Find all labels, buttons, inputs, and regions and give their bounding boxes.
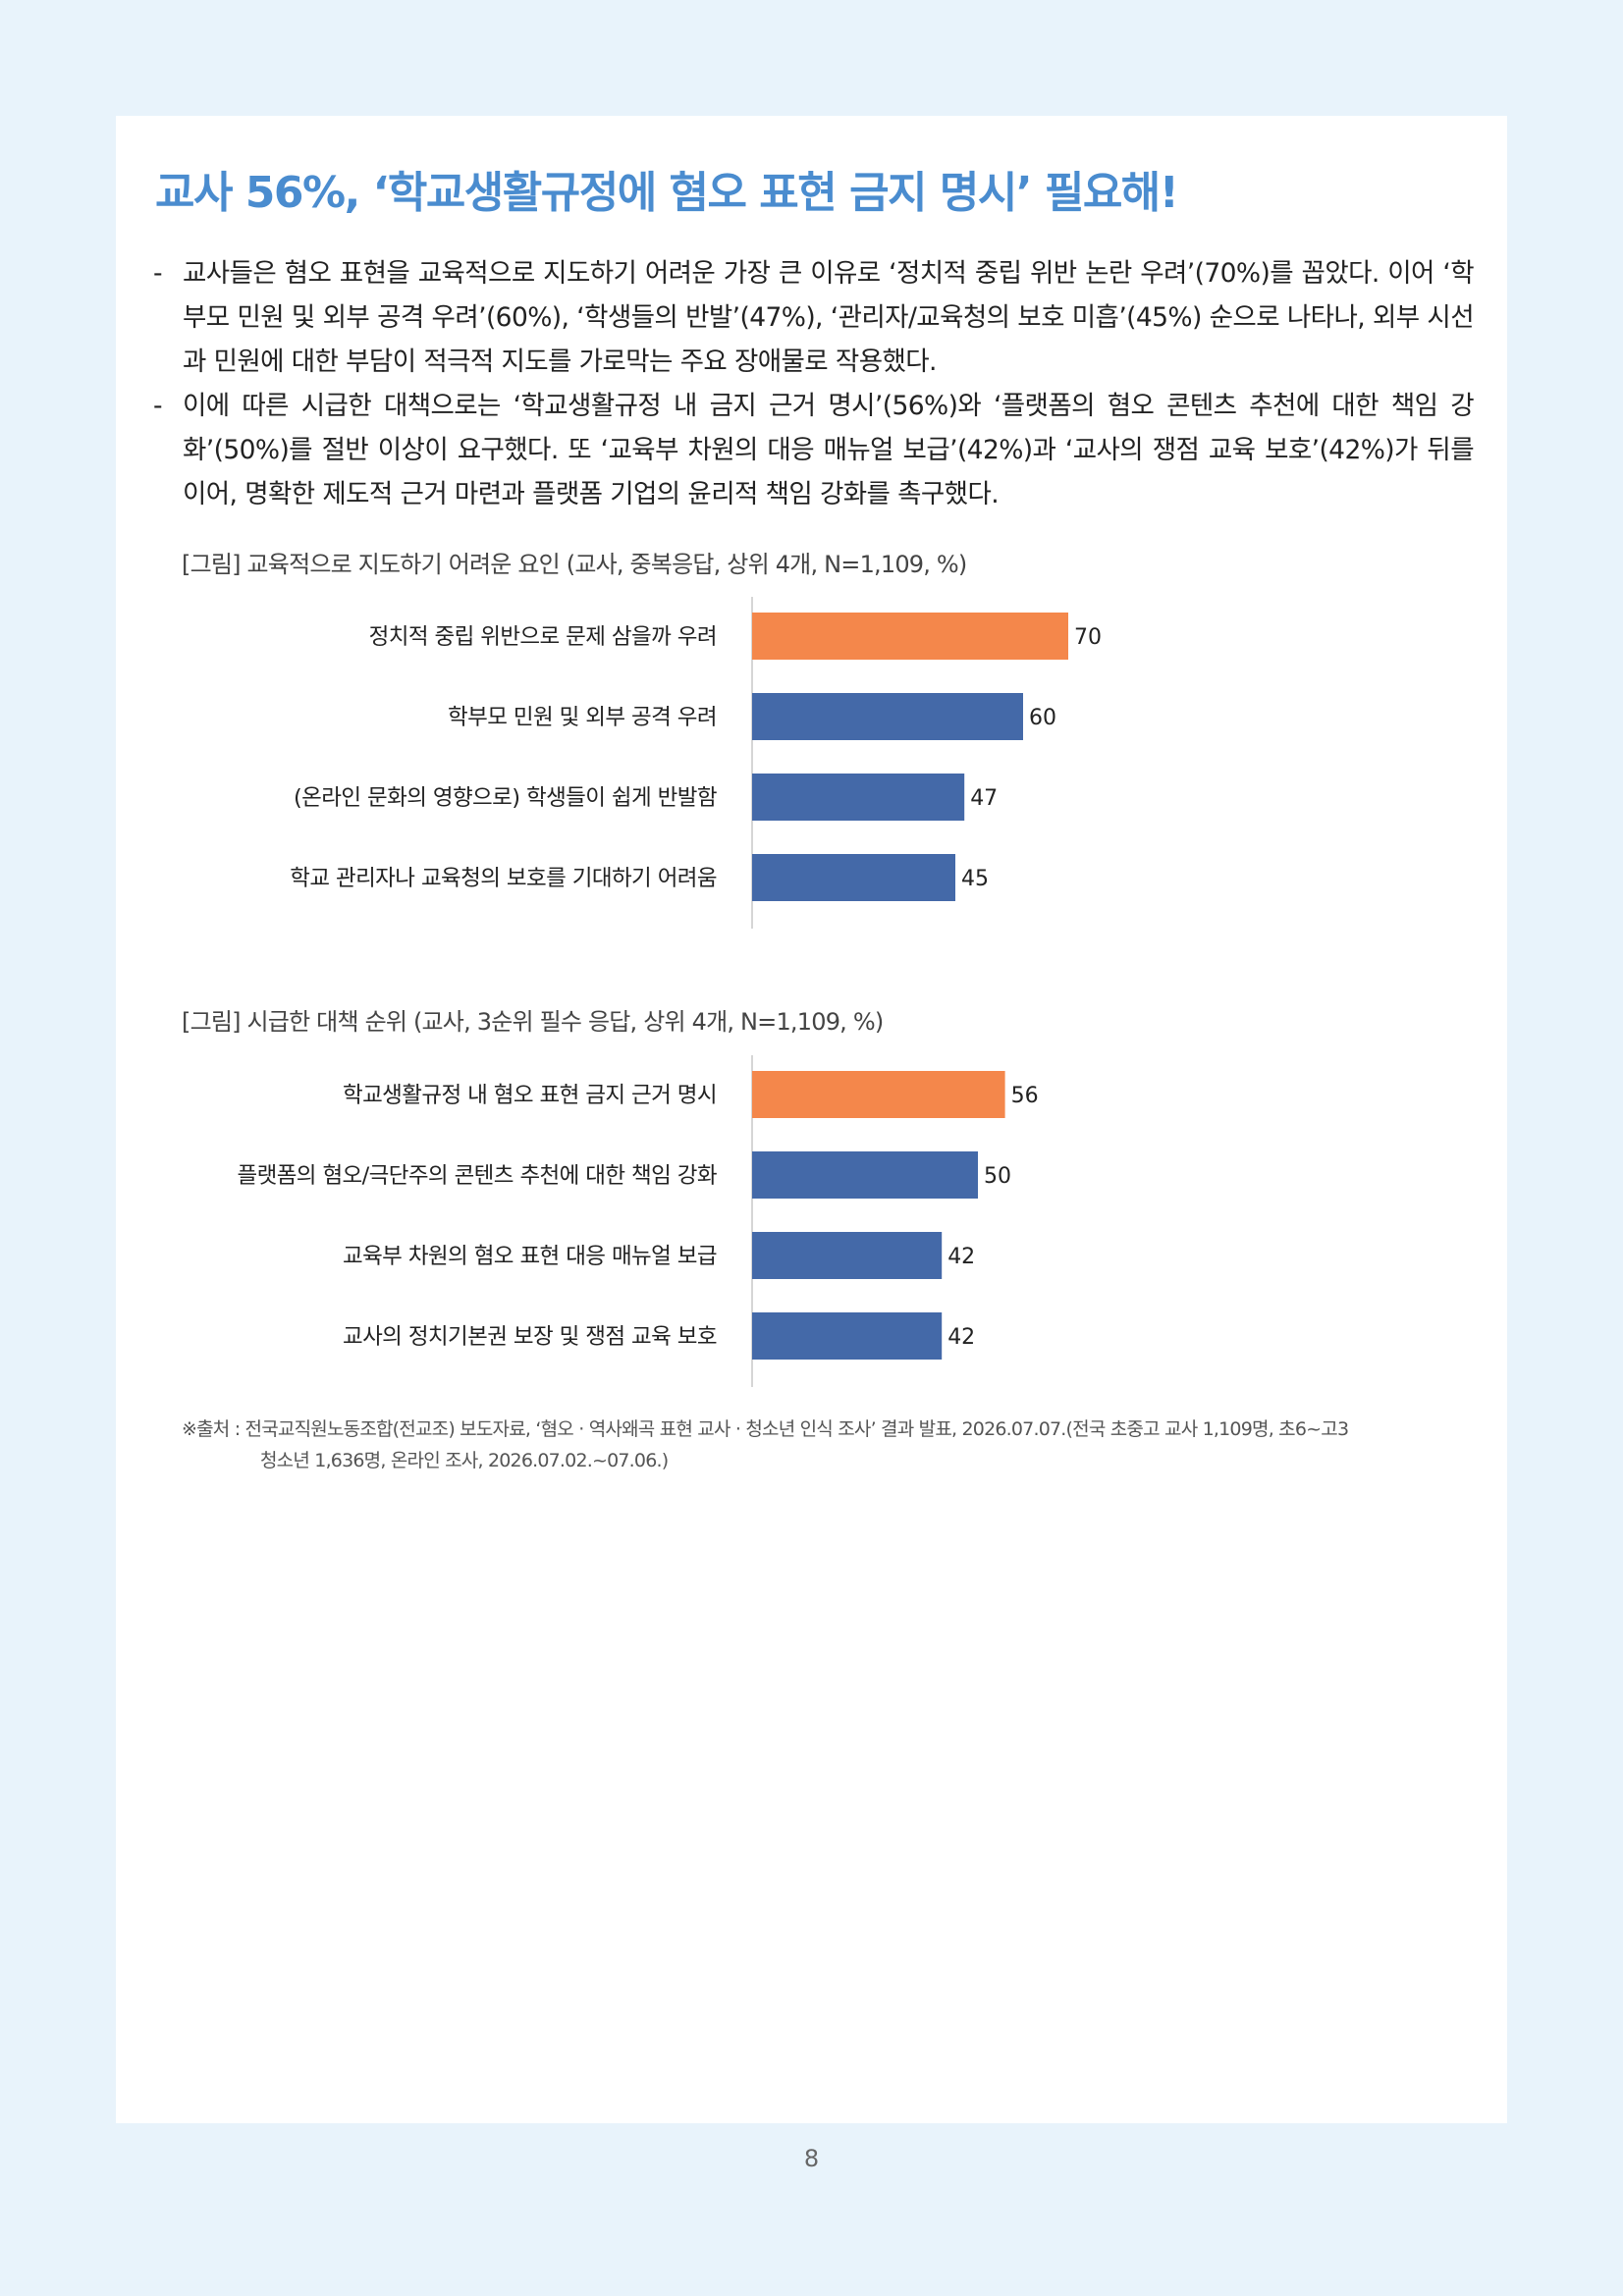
bar [752, 774, 965, 821]
bar [752, 693, 1023, 740]
bar [752, 613, 1068, 660]
source-line: 청소년 1,636명, 온라인 조사, 2026.07.02.~07.06.) [260, 1450, 669, 1471]
bullet-dash: - [153, 391, 163, 421]
page-number: 8 [803, 2145, 820, 2172]
bar-chart-svg: 정치적 중립 위반으로 문제 삼을까 우려 70 학부모 민원 및 외부 공격 우려… [290, 597, 1102, 929]
data-label: 50 [984, 1164, 1011, 1189]
chart-urgent-measures: 학교생활규정 내 혐오 표현 금지 근거 명시 56 플랫폼의 혐오/극단주의 콘텐… [116, 1055, 1507, 1404]
data-label: 42 [947, 1245, 975, 1269]
page-title: 교사 56%, ‘학교생활규정에 혐오 표현 금지 명시’ 필요해! [155, 168, 1179, 218]
page-sheet: 교사 56%, ‘학교생활규정에 혐오 표현 금지 명시’ 필요해! - 교사들… [116, 116, 1507, 2123]
bar [752, 1071, 1005, 1118]
source-note: ※출처 : 전국교직원노동조합(전교조) 보도자료, ‘혐오 · 역사왜곡 표현… [182, 1414, 1497, 1476]
bar-chart-svg: 학교생활규정 내 혐오 표현 금지 근거 명시 56 플랫폼의 혐오/극단주의 콘텐… [238, 1055, 1039, 1387]
category-label: (온라인 문화의 영향으로) 학생들이 쉽게 반발함 [294, 785, 717, 811]
bullet-list: - 교사들은 혐오 표현을 교육적으로 지도하기 어려운 가장 큰 이유로 ‘정… [153, 251, 1475, 516]
data-label: 47 [970, 786, 998, 811]
bullet-dash: - [153, 258, 163, 289]
category-label: 교사의 정치기본권 보장 및 쟁점 교육 보호 [343, 1324, 717, 1350]
category-label: 플랫폼의 혐오/극단주의 콘텐츠 추천에 대한 책임 강화 [238, 1163, 718, 1189]
figure-caption-2: [그림] 시급한 대책 순위 (교사, 3순위 필수 응답, 상위 4개, N=… [182, 1008, 884, 1036]
category-label: 학부모 민원 및 외부 공격 우려 [448, 705, 717, 730]
figure-caption-1: [그림] 교육적으로 지도하기 어려운 요인 (교사, 중복응답, 상위 4개,… [182, 551, 967, 578]
bullet-item: - 교사들은 혐오 표현을 교육적으로 지도하기 어려운 가장 큰 이유로 ‘정… [153, 251, 1475, 384]
data-label: 42 [947, 1325, 975, 1350]
category-label: 학교생활규정 내 혐오 표현 금지 근거 명시 [343, 1083, 717, 1108]
data-label: 45 [961, 867, 989, 891]
bar [752, 854, 955, 901]
bullet-item: - 이에 따른 시급한 대책으로는 ‘학교생활규정 내 금지 근거 명시’(56… [153, 384, 1475, 516]
data-label: 70 [1074, 625, 1102, 650]
category-label: 정치적 중립 위반으로 문제 삼을까 우려 [369, 624, 717, 650]
bar [752, 1151, 978, 1199]
bar [752, 1312, 943, 1360]
data-label: 60 [1029, 706, 1056, 730]
chart-difficulty-factors: 정치적 중립 위반으로 문제 삼을까 우려 70 학부모 민원 및 외부 공격 우려… [116, 597, 1507, 945]
category-label: 학교 관리자나 교육청의 보호를 기대하기 어려움 [290, 866, 717, 891]
data-label: 56 [1011, 1084, 1039, 1108]
bullet-text: 교사들은 혐오 표현을 교육적으로 지도하기 어려운 가장 큰 이유로 ‘정치적… [183, 258, 1475, 377]
category-label: 교육부 차원의 혐오 표현 대응 매뉴얼 보급 [343, 1244, 717, 1269]
source-line: ※출처 : 전국교직원노동조합(전교조) 보도자료, ‘혐오 · 역사왜곡 표현… [182, 1418, 1349, 1440]
bullet-text: 이에 따른 시급한 대책으로는 ‘학교생활규정 내 금지 근거 명시’(56%)… [183, 391, 1475, 509]
bar [752, 1232, 943, 1279]
